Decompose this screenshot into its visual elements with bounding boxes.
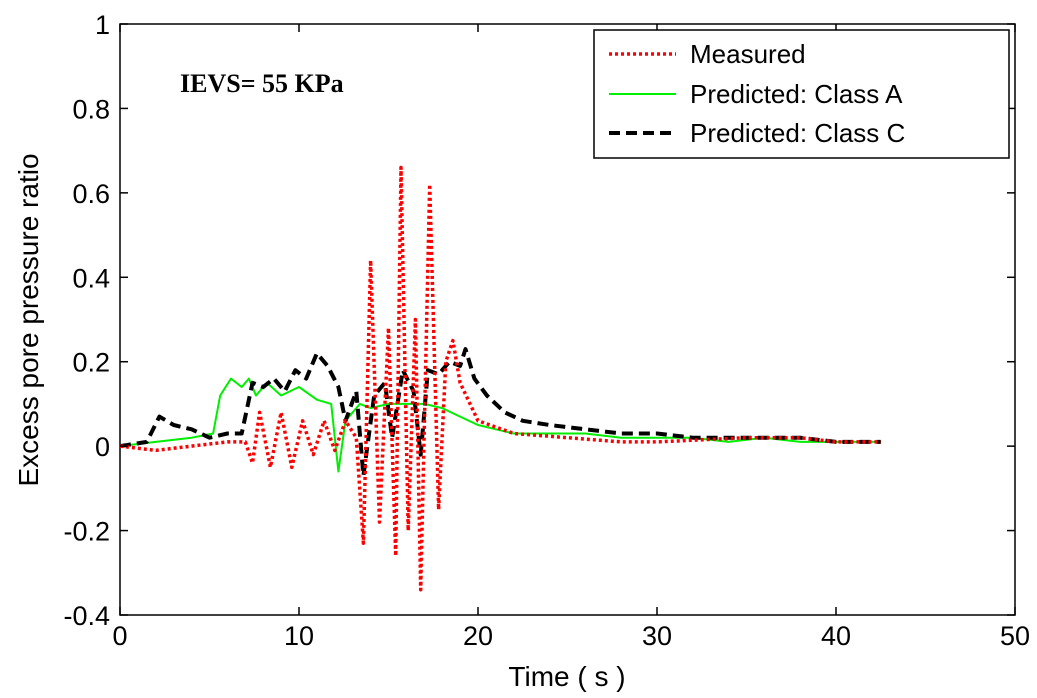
x-tick-label: 40 [821, 621, 851, 651]
y-tick-label: 0.4 [72, 263, 110, 293]
x-tick-label: 0 [112, 621, 127, 651]
y-tick-label: -0.2 [63, 517, 110, 547]
x-tick-label: 10 [284, 621, 314, 651]
annotation-ievs: IEVS= 55 KPa [180, 69, 344, 98]
y-tick-label: 0.8 [72, 94, 110, 124]
legend-label-class-a: Predicted: Class A [690, 79, 903, 109]
y-tick-label: 0.6 [72, 179, 110, 209]
y-tick-label: 0.2 [72, 348, 110, 378]
legend-label-class-c: Predicted: Class C [690, 118, 905, 148]
series-line-predicted-class-c [119, 347, 881, 478]
x-axis-label: Time ( s ) [508, 661, 625, 692]
y-axis-label: Excess pore pressure ratio [13, 153, 44, 486]
legend-label-measured: Measured [690, 39, 806, 69]
legend: Measured Predicted: Class A Predicted: C… [593, 29, 1010, 159]
x-tick-label: 50 [1000, 621, 1030, 651]
data-layer [119, 165, 881, 592]
y-tick-label: 1 [95, 10, 110, 40]
x-tick-label: 20 [463, 621, 493, 651]
y-tick-label: -0.4 [63, 601, 110, 631]
y-tick-label: 0 [95, 432, 110, 462]
tick-layer: 0 10 20 30 40 50 -0.4 -0.2 0 0.2 0.4 0.6 0.8 1 [63, 10, 1030, 651]
series-line-measured [119, 165, 881, 592]
x-tick-label: 30 [642, 621, 672, 651]
